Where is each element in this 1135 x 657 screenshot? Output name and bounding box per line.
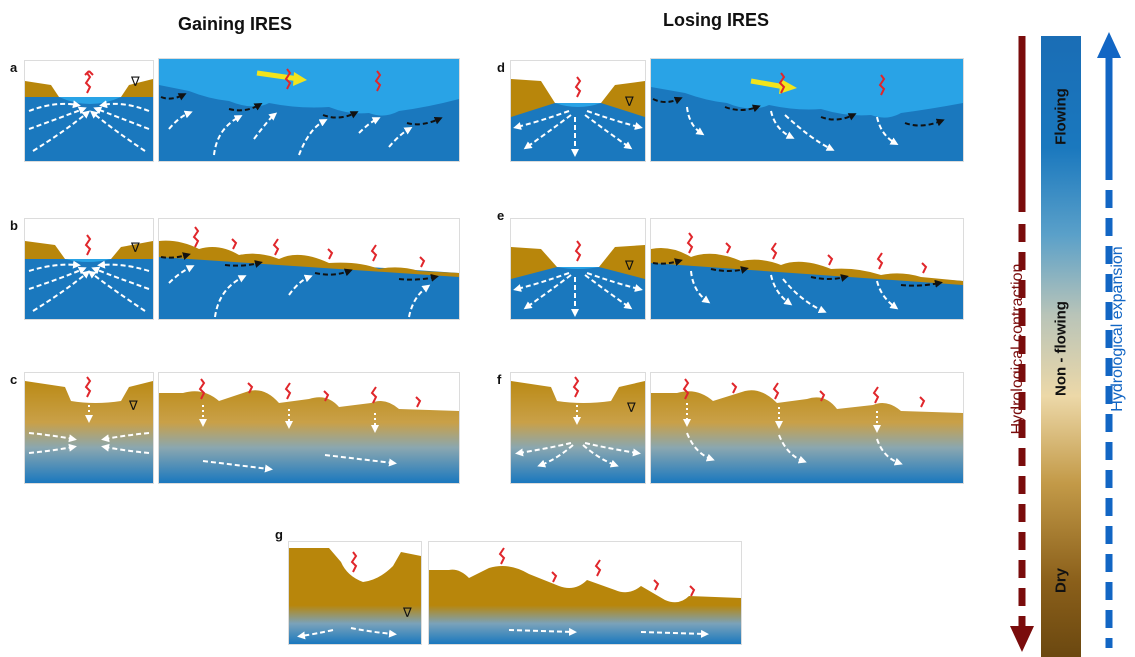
water-table-symbol: ∇	[129, 399, 138, 414]
panel-b-cross-section: ∇	[24, 218, 154, 320]
panel-label-a: a	[10, 60, 17, 75]
panel-f-cross-section: ∇	[510, 372, 646, 484]
status-non-flowing-label: Non - flowing	[1053, 289, 1070, 409]
panel-a-longitudinal	[158, 58, 460, 162]
panel-g-longitudinal	[428, 541, 742, 645]
hydrological-expansion-label: Hydrological expansion	[1109, 229, 1127, 429]
panel-e-cross-section: ∇	[510, 218, 646, 320]
panel-c-cross-section: ∇	[24, 372, 154, 484]
panel-label-c: c	[10, 372, 17, 387]
panel-c-longitudinal	[158, 372, 460, 484]
losing-ires-heading: Losing IRES	[663, 10, 769, 31]
panel-d-longitudinal	[650, 58, 964, 162]
water-table-symbol: ∇	[131, 75, 140, 90]
water-table-symbol: ∇	[131, 241, 140, 256]
hydrological-contraction-label: Hydrological contraction	[1009, 249, 1027, 449]
panel-b-longitudinal	[158, 218, 460, 320]
gaining-ires-heading: Gaining IRES	[178, 14, 292, 35]
water-table-symbol: ∇	[403, 606, 412, 621]
panel-a-cross-section: ∇	[24, 60, 154, 162]
panel-label-f: f	[497, 372, 501, 387]
status-dry-label: Dry	[1053, 551, 1070, 611]
panel-label-e: e	[497, 208, 504, 223]
panel-label-g: g	[275, 527, 283, 542]
panel-label-b: b	[10, 218, 18, 233]
status-flowing-label: Flowing	[1053, 77, 1070, 157]
water-table-symbol: ∇	[625, 95, 634, 110]
water-table-symbol: ∇	[627, 401, 636, 416]
panel-label-d: d	[497, 60, 505, 75]
water-table-symbol: ∇	[625, 259, 634, 274]
panel-g-cross-section: ∇	[288, 541, 422, 645]
panel-e-longitudinal	[650, 218, 964, 320]
panel-d-cross-section: ∇	[510, 60, 646, 162]
panel-f-longitudinal	[650, 372, 964, 484]
